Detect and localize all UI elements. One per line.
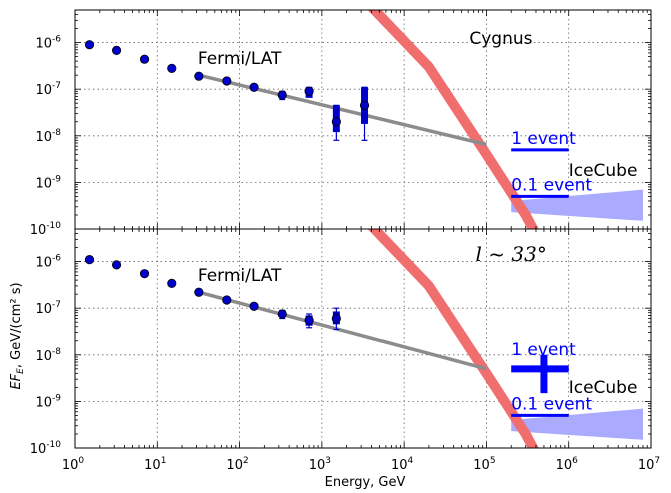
x-tick-label: 100 bbox=[62, 456, 85, 473]
y-tick-label: 10-8 bbox=[35, 347, 61, 364]
y-tick-label: 10-6 bbox=[35, 35, 61, 52]
fermi-point bbox=[249, 82, 259, 92]
panel-frame bbox=[74, 228, 652, 449]
fermi-point bbox=[277, 309, 287, 319]
icecube-01event-label: 0.1 event bbox=[511, 394, 592, 414]
fermi-point bbox=[84, 255, 95, 265]
panel-cygnus: 10-10 10-9 10-8 10-7 10-6 Fermi/LAT Cygnus 1 ev… bbox=[30, 9, 652, 238]
fermi-fit-line bbox=[198, 73, 487, 147]
icecube-1event-label: 1 event bbox=[511, 340, 576, 360]
fermi-point bbox=[222, 76, 232, 86]
fermi-point bbox=[111, 45, 122, 55]
x-tick-label: 103 bbox=[309, 456, 331, 473]
y-tick-label: 10-10 bbox=[30, 440, 62, 457]
y-tick-label: 10-6 bbox=[35, 254, 61, 271]
icecube-01event-label: 0.1 event bbox=[511, 175, 592, 195]
x-tick-label: 106 bbox=[556, 456, 579, 473]
fermi-point bbox=[139, 269, 150, 279]
fermi-point bbox=[167, 63, 177, 73]
fermi-point bbox=[277, 90, 287, 100]
y-axis-label: EFE, GeV/(cm² s) bbox=[9, 282, 26, 389]
fermi-point bbox=[194, 71, 204, 81]
y-tick-label: 10-10 bbox=[30, 221, 62, 238]
fermi-point bbox=[222, 295, 232, 305]
fermi-point bbox=[139, 54, 150, 64]
panel-label: Cygnus bbox=[469, 29, 532, 49]
icecube-sensitivity-band bbox=[511, 408, 644, 440]
fermi-label: Fermi/LAT bbox=[198, 49, 282, 69]
model-band bbox=[367, 229, 539, 448]
x-tick-label: 101 bbox=[144, 456, 166, 473]
y-tick-label: 10-7 bbox=[35, 81, 61, 98]
y-tick-label: 10-9 bbox=[35, 393, 61, 410]
x-axis-label: Energy, GeV bbox=[325, 475, 406, 490]
model-band bbox=[367, 10, 539, 229]
x-tick-label: 105 bbox=[473, 456, 495, 473]
y-tick-label: 10-7 bbox=[35, 300, 61, 317]
panel-label: l ~ 33° bbox=[476, 242, 547, 266]
y-tick-label: 10-9 bbox=[35, 174, 61, 191]
fermi-point bbox=[194, 287, 204, 297]
fermi-point bbox=[111, 260, 122, 270]
icecube-sensitivity-band bbox=[511, 189, 644, 221]
fermi-label: Fermi/LAT bbox=[198, 266, 282, 286]
fermi-point bbox=[331, 117, 341, 127]
fermi-fit-line bbox=[198, 290, 487, 371]
x-axis: 100 101 102 103 104 105 106 107 bbox=[62, 456, 660, 473]
x-tick-label: 107 bbox=[638, 456, 660, 473]
fermi-point bbox=[84, 40, 95, 50]
y-tick-label: 10-8 bbox=[35, 128, 61, 145]
icecube-label: IceCube bbox=[569, 378, 638, 398]
fermi-point bbox=[331, 313, 341, 324]
plot-area bbox=[84, 229, 644, 448]
x-tick-label: 104 bbox=[391, 456, 414, 473]
x-tick-label: 102 bbox=[226, 456, 248, 473]
icecube-1event-label: 1 event bbox=[511, 129, 576, 149]
icecube-label: IceCube bbox=[569, 161, 638, 181]
fermi-point bbox=[304, 86, 314, 96]
plot-area bbox=[84, 10, 644, 229]
panel-l33: 10-10 10-9 10-8 10-7 10-6 Fermi/LAT l ~ 33° 1 e… bbox=[30, 228, 652, 457]
fermi-point bbox=[167, 278, 177, 289]
fermi-point bbox=[249, 301, 259, 311]
fermi-point bbox=[359, 100, 370, 110]
fermi-point bbox=[304, 315, 314, 325]
